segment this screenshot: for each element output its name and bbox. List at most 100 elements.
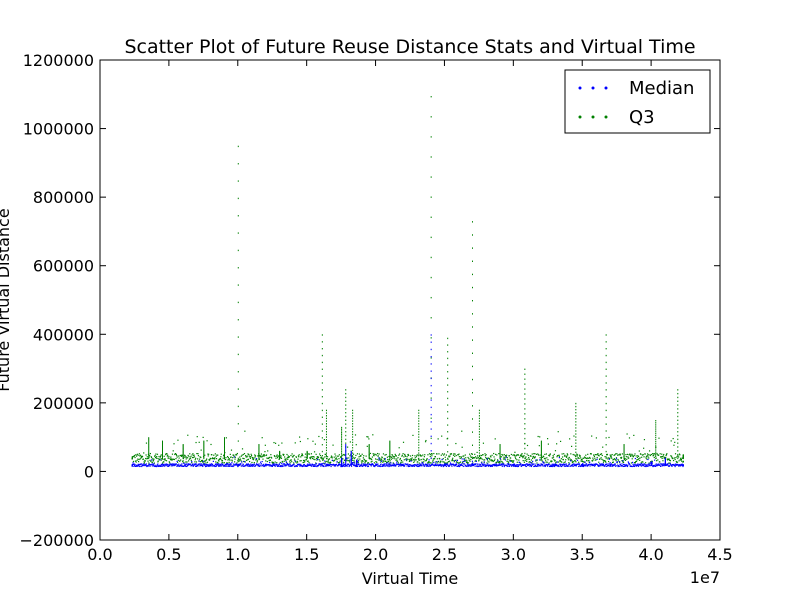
data-point bbox=[151, 465, 153, 467]
data-point bbox=[237, 405, 239, 408]
data-point bbox=[347, 460, 349, 462]
data-point bbox=[552, 456, 555, 458]
data-point bbox=[605, 341, 607, 343]
data-point bbox=[540, 448, 542, 450]
data-point bbox=[569, 458, 571, 460]
data-point bbox=[502, 464, 504, 466]
data-point bbox=[157, 463, 159, 465]
data-point bbox=[456, 464, 458, 466]
data-point bbox=[521, 452, 523, 455]
data-point bbox=[604, 465, 606, 467]
data-point bbox=[232, 465, 234, 468]
data-point bbox=[495, 463, 498, 465]
data-point bbox=[466, 465, 468, 467]
data-point bbox=[313, 456, 315, 458]
data-point bbox=[496, 464, 499, 466]
data-point bbox=[368, 451, 370, 454]
data-point bbox=[581, 459, 583, 461]
data-point bbox=[325, 409, 327, 412]
data-point bbox=[245, 459, 248, 461]
data-point bbox=[326, 460, 328, 462]
data-point bbox=[251, 465, 253, 467]
data-point bbox=[234, 461, 236, 463]
data-point bbox=[499, 448, 501, 450]
data-point bbox=[489, 459, 491, 461]
data-point bbox=[182, 450, 184, 453]
data-point bbox=[653, 465, 655, 467]
data-point bbox=[449, 455, 451, 457]
data-point bbox=[321, 375, 323, 377]
data-point bbox=[182, 453, 184, 455]
data-point bbox=[410, 457, 412, 460]
data-point bbox=[173, 465, 175, 467]
data-point bbox=[156, 453, 159, 455]
data-point bbox=[161, 465, 163, 467]
data-point bbox=[447, 461, 449, 463]
data-point bbox=[403, 464, 405, 466]
data-point bbox=[203, 440, 205, 442]
data-point bbox=[657, 459, 659, 461]
data-point bbox=[318, 459, 320, 461]
data-point bbox=[430, 116, 432, 118]
data-point bbox=[393, 456, 396, 458]
data-point bbox=[515, 454, 518, 456]
data-point bbox=[478, 439, 480, 441]
data-point bbox=[679, 464, 681, 466]
data-point bbox=[478, 412, 480, 414]
data-point bbox=[524, 398, 526, 400]
data-point bbox=[237, 180, 239, 182]
data-point bbox=[511, 460, 513, 462]
data-point bbox=[313, 464, 315, 466]
data-point bbox=[348, 461, 351, 463]
data-point bbox=[528, 461, 530, 463]
x-tick-label: 3.0 bbox=[501, 545, 526, 564]
data-point bbox=[321, 444, 323, 446]
data-point bbox=[344, 454, 346, 456]
data-point bbox=[422, 463, 424, 465]
data-point bbox=[470, 464, 472, 466]
data-point bbox=[346, 465, 348, 467]
data-point bbox=[361, 460, 364, 462]
data-point bbox=[379, 458, 381, 460]
data-point bbox=[350, 453, 352, 456]
data-point bbox=[491, 465, 494, 467]
data-point bbox=[633, 434, 635, 436]
data-point bbox=[618, 465, 620, 467]
data-point bbox=[406, 465, 408, 467]
data-point bbox=[294, 465, 296, 468]
data-point bbox=[352, 439, 354, 441]
data-point bbox=[203, 441, 205, 443]
data-point bbox=[593, 464, 595, 466]
data-point bbox=[430, 96, 432, 98]
data-point bbox=[255, 464, 257, 466]
data-point bbox=[640, 463, 642, 465]
y-tick-label: 1000000 bbox=[23, 120, 94, 139]
data-point bbox=[463, 455, 465, 457]
data-point bbox=[237, 267, 239, 269]
data-point bbox=[648, 462, 650, 464]
data-point bbox=[430, 216, 432, 218]
data-point bbox=[587, 453, 589, 455]
data-point bbox=[612, 461, 614, 463]
data-point bbox=[401, 455, 403, 457]
data-point bbox=[224, 437, 225, 439]
data-point bbox=[535, 453, 538, 455]
data-point bbox=[572, 461, 575, 463]
data-point bbox=[135, 461, 137, 463]
data-point bbox=[432, 458, 435, 460]
data-point bbox=[389, 442, 391, 444]
data-point bbox=[416, 463, 418, 465]
data-point bbox=[574, 460, 576, 462]
data-point bbox=[280, 462, 283, 464]
data-point bbox=[430, 435, 432, 438]
data-point bbox=[651, 460, 653, 463]
data-point bbox=[554, 465, 556, 468]
data-point bbox=[339, 460, 341, 462]
data-point bbox=[258, 446, 260, 448]
data-point bbox=[478, 444, 480, 446]
data-point bbox=[682, 460, 684, 462]
data-point bbox=[607, 457, 609, 459]
data-point bbox=[540, 442, 542, 444]
data-point bbox=[435, 463, 437, 465]
data-point bbox=[667, 464, 669, 466]
